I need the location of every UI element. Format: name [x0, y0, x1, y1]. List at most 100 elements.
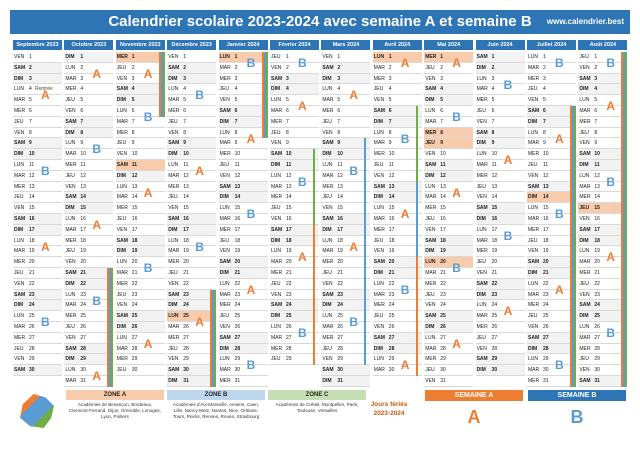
week-letter-a: A	[503, 153, 513, 168]
day-name: DIM	[579, 237, 589, 244]
day-row: LUN 8	[527, 128, 576, 139]
day-row: VEN 22	[321, 279, 371, 290]
day-number: 9	[543, 140, 546, 147]
day-row: MAR 31	[64, 376, 114, 387]
day-number: 29	[543, 356, 549, 363]
day-number: 26	[29, 324, 35, 330]
day-row: VEN 26	[527, 322, 576, 333]
day-name: JEU	[579, 356, 589, 363]
day-name: SAM	[322, 64, 334, 71]
day-number: 3	[440, 75, 443, 82]
day-name: MER	[116, 54, 128, 60]
day-number: 18	[440, 237, 446, 244]
day-number: 30	[543, 367, 549, 374]
day-row: SAM 2	[321, 62, 371, 74]
day-number: 7	[29, 118, 32, 125]
day-name: LUN	[65, 216, 76, 222]
day-number: 16	[131, 216, 138, 222]
day-number: 17	[543, 226, 549, 233]
day-row: DIM 17	[167, 224, 217, 236]
day-name: LUN	[116, 259, 127, 266]
day-row: SAM 4	[424, 84, 474, 96]
day-number: 24	[594, 302, 600, 309]
day-row: VEN 16	[270, 214, 319, 225]
day-row: DIM 3	[13, 73, 62, 85]
day-name: DIM	[271, 237, 281, 244]
day-row: LUN 18	[167, 236, 217, 247]
day-row: MER 13	[13, 182, 62, 193]
day-name: LUN	[373, 356, 384, 363]
day-row: MAR 26	[13, 322, 62, 333]
day-row: MAR 6	[270, 106, 319, 117]
day-row: MER 10	[372, 149, 422, 160]
day-row: SAM 14	[64, 192, 114, 204]
day-number: 1	[286, 54, 289, 60]
day-name: MAR	[271, 259, 283, 266]
day-row: LUN 24	[475, 300, 525, 312]
day-name: LUN	[14, 162, 25, 168]
day-name: VEN	[579, 64, 590, 71]
day-name: DIM	[65, 280, 75, 287]
day-row: SAM 3	[578, 73, 628, 85]
day-number: 23	[131, 291, 138, 298]
week-letter-a: A	[298, 250, 307, 265]
site-url[interactable]: www.calendrier.best	[546, 17, 624, 26]
day-row: MAR 16	[218, 214, 268, 225]
day-number: 16	[543, 216, 549, 222]
week-letter-a: A	[143, 66, 153, 81]
day-row: SAM 24	[270, 300, 319, 312]
day-row: DIM 17	[13, 224, 62, 236]
day-row: DIM 24	[13, 300, 62, 312]
day-name: VEN	[476, 345, 487, 352]
week-letter-b: B	[298, 326, 307, 340]
day-name: JEU	[373, 86, 384, 93]
day-name: LUN	[168, 162, 179, 168]
day-name: JEU	[271, 129, 281, 136]
day-number: 19	[234, 248, 241, 255]
day-number: 29	[491, 356, 498, 363]
day-name: MAR	[579, 334, 591, 341]
day-row: JEU 27	[475, 333, 525, 344]
day-row: SAM 18	[115, 235, 165, 247]
week-letter-a: A	[606, 99, 616, 114]
day-name: DIM	[528, 270, 538, 276]
day-name: VEN	[168, 205, 179, 212]
day-row: SAM 17	[578, 224, 628, 236]
day-row: DIM 7	[372, 116, 422, 128]
day-name: MAR	[65, 226, 77, 233]
day-number: 24	[388, 302, 395, 309]
day-row: MAR 26	[167, 322, 217, 333]
semaine-b-legend: SEMAINE B B	[528, 390, 626, 445]
week-letter-b: B	[298, 174, 307, 189]
day-name: MER	[168, 334, 180, 341]
day-row: DIM 23	[475, 289, 525, 301]
day-row: MER 13	[321, 182, 371, 193]
day-number: 29	[80, 356, 86, 363]
day-name: LUN	[579, 97, 590, 104]
day-name: MAR	[425, 194, 437, 201]
week-letter-a: A	[452, 336, 461, 351]
day-row: MAR 19	[13, 246, 62, 258]
day-name: SAM	[373, 108, 385, 114]
day-number: 17	[440, 226, 446, 233]
month-column: Avril 2024 LUN 1 MAR 2 MER 3 JEU 4 VEN 5 SAM 6 DIM 7 LU…	[372, 40, 422, 376]
day-number: 10	[234, 151, 241, 158]
day-name: SAM	[579, 302, 591, 309]
day-row: VEN 3	[115, 74, 165, 85]
day-row: SAM 23	[321, 289, 371, 301]
day-row: MER 22	[115, 279, 165, 290]
day-name: MER	[425, 356, 437, 363]
day-name: DIM	[476, 367, 486, 374]
day-row: SAM 2	[13, 62, 62, 74]
day-row: SAM 3	[270, 73, 319, 85]
day-name: MAR	[219, 216, 231, 222]
day-name: DIM	[425, 324, 435, 330]
day-name: SAM	[579, 75, 591, 82]
day-name: DIM	[168, 75, 178, 82]
day-number: 1	[80, 54, 84, 60]
day-number: 11	[29, 162, 35, 168]
day-number: 2	[183, 64, 186, 71]
day-row: LUN 9	[64, 138, 114, 150]
day-row: VEN 22	[13, 279, 62, 290]
france-map-icon	[20, 394, 54, 428]
